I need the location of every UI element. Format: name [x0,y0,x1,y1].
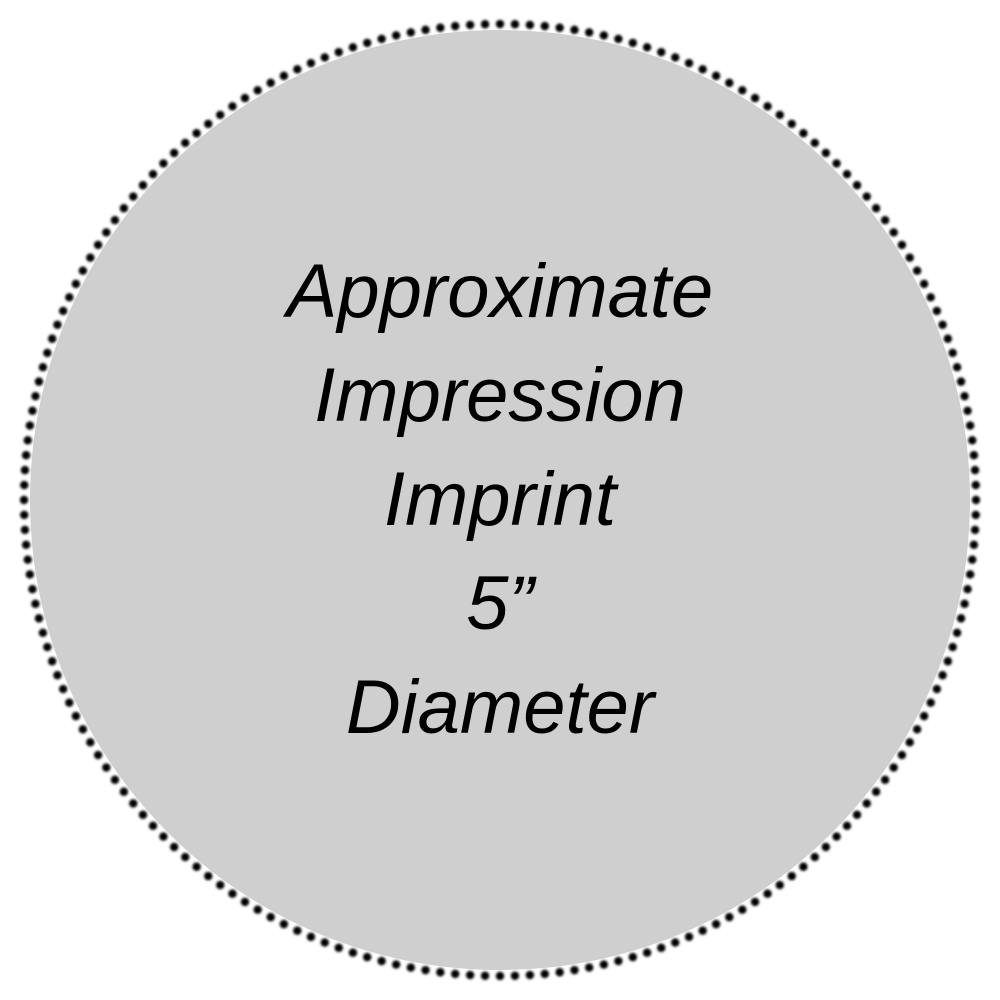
stamp-line-1: Approximate [287,254,714,330]
stamp-line-5: Diameter [346,670,654,746]
stamp-impression: Approximate Impression Imprint 5” Diamet… [20,20,980,980]
stamp-circle: Approximate Impression Imprint 5” Diamet… [30,30,970,970]
stamp-line-4: 5” [466,566,534,642]
stamp-line-2: Impression [314,358,686,434]
stamp-line-3: Imprint [384,462,616,538]
